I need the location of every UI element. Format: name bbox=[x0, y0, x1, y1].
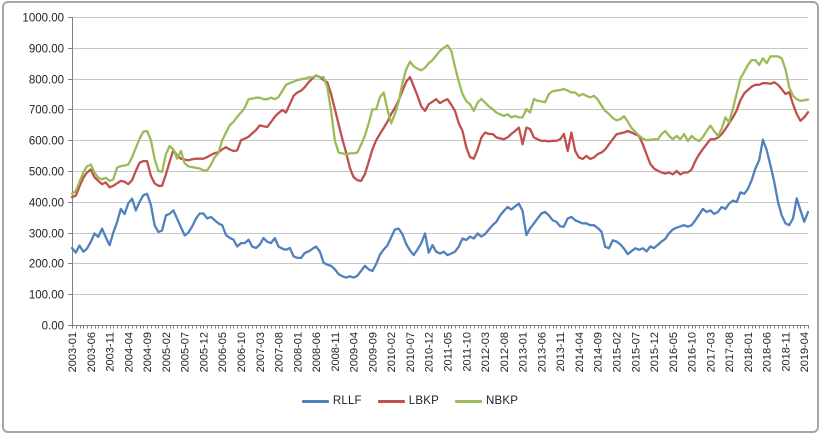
svg-text:300.00: 300.00 bbox=[29, 229, 64, 241]
nbkp-line-swatch-icon bbox=[455, 399, 482, 403]
svg-text:2013-11: 2013-11 bbox=[555, 332, 567, 372]
gridlines bbox=[72, 17, 808, 295]
svg-text:2005-02: 2005-02 bbox=[161, 332, 173, 372]
svg-text:2017-03: 2017-03 bbox=[705, 332, 717, 372]
svg-text:2018-11: 2018-11 bbox=[780, 332, 792, 372]
svg-text:2018-01: 2018-01 bbox=[743, 332, 755, 372]
svg-text:2005-12: 2005-12 bbox=[198, 332, 210, 372]
y-axis-labels: 0.00 100.00 200.00 300.00 400.00 500.00 600.00… bbox=[22, 13, 72, 333]
svg-text:1000.00: 1000.00 bbox=[22, 13, 64, 25]
series-line-rllf bbox=[70, 138, 810, 279]
svg-text:600.00: 600.00 bbox=[29, 136, 64, 148]
svg-text:100.00: 100.00 bbox=[29, 290, 64, 302]
svg-text:2012-03: 2012-03 bbox=[480, 332, 492, 372]
svg-text:400.00: 400.00 bbox=[29, 198, 64, 210]
svg-text:2017-08: 2017-08 bbox=[724, 332, 736, 372]
svg-text:2019-04: 2019-04 bbox=[799, 332, 811, 372]
chart-legend: RLLF LBKP NBKP bbox=[0, 395, 820, 407]
series-line-nbkp bbox=[70, 44, 810, 195]
svg-text:2014-09: 2014-09 bbox=[593, 332, 605, 372]
svg-text:2010-07: 2010-07 bbox=[405, 332, 417, 372]
svg-text:2006-10: 2006-10 bbox=[236, 332, 248, 372]
rllf-line-swatch-icon bbox=[301, 399, 329, 403]
lbkp-line-swatch-icon bbox=[377, 399, 405, 403]
svg-text:2015-07: 2015-07 bbox=[630, 332, 642, 372]
svg-text:2010-02: 2010-02 bbox=[386, 332, 398, 372]
svg-text:2009-09: 2009-09 bbox=[367, 332, 379, 372]
svg-text:2014-04: 2014-04 bbox=[574, 332, 586, 372]
svg-text:2006-05: 2006-05 bbox=[217, 332, 229, 372]
svg-text:2011-05: 2011-05 bbox=[443, 332, 455, 372]
legend-label-rllf: RLLF bbox=[332, 395, 362, 407]
svg-text:2003-01: 2003-01 bbox=[67, 332, 79, 372]
x-axis-ticks bbox=[72, 325, 809, 329]
svg-text:2013-01: 2013-01 bbox=[518, 332, 530, 372]
legend-label-nbkp: NBKP bbox=[486, 395, 519, 407]
svg-text:2009-04: 2009-04 bbox=[349, 332, 361, 372]
svg-text:500.00: 500.00 bbox=[29, 167, 64, 179]
svg-text:2003-11: 2003-11 bbox=[105, 332, 117, 372]
series-line-lbkp bbox=[70, 74, 810, 199]
legend-label-lbkp: LBKP bbox=[408, 395, 439, 407]
svg-text:2016-05: 2016-05 bbox=[668, 332, 680, 372]
svg-text:2008-11: 2008-11 bbox=[330, 332, 342, 372]
svg-text:2007-03: 2007-03 bbox=[255, 332, 267, 372]
svg-text:2011-10: 2011-10 bbox=[461, 332, 473, 372]
svg-text:2010-12: 2010-12 bbox=[424, 332, 436, 372]
svg-text:2012-08: 2012-08 bbox=[499, 332, 511, 372]
x-axis-labels: 2003-01 2003-06 2003-11 2004-04 2004-09 2005-… bbox=[67, 332, 811, 372]
svg-text:2007-08: 2007-08 bbox=[274, 332, 286, 372]
svg-text:2008-01: 2008-01 bbox=[292, 332, 304, 372]
svg-text:800.00: 800.00 bbox=[29, 75, 64, 87]
svg-text:200.00: 200.00 bbox=[29, 259, 64, 271]
svg-text:2004-04: 2004-04 bbox=[123, 332, 135, 372]
svg-text:2018-06: 2018-06 bbox=[762, 332, 774, 372]
svg-text:700.00: 700.00 bbox=[29, 105, 64, 117]
svg-text:2015-12: 2015-12 bbox=[649, 332, 661, 372]
svg-text:2016-10: 2016-10 bbox=[687, 332, 699, 372]
svg-text:2003-06: 2003-06 bbox=[86, 332, 98, 372]
legend-item-nbkp: NBKP bbox=[455, 395, 518, 407]
svg-text:2005-07: 2005-07 bbox=[180, 332, 192, 372]
legend-item-lbkp: LBKP bbox=[377, 395, 439, 407]
svg-text:900.00: 900.00 bbox=[29, 44, 64, 56]
legend-item-rllf: RLLF bbox=[301, 395, 362, 407]
svg-text:2004-09: 2004-09 bbox=[142, 332, 154, 372]
svg-text:2008-06: 2008-06 bbox=[311, 332, 323, 372]
svg-text:2013-06: 2013-06 bbox=[536, 332, 548, 372]
svg-text:0.00: 0.00 bbox=[42, 321, 64, 333]
svg-text:2015-02: 2015-02 bbox=[611, 332, 623, 372]
